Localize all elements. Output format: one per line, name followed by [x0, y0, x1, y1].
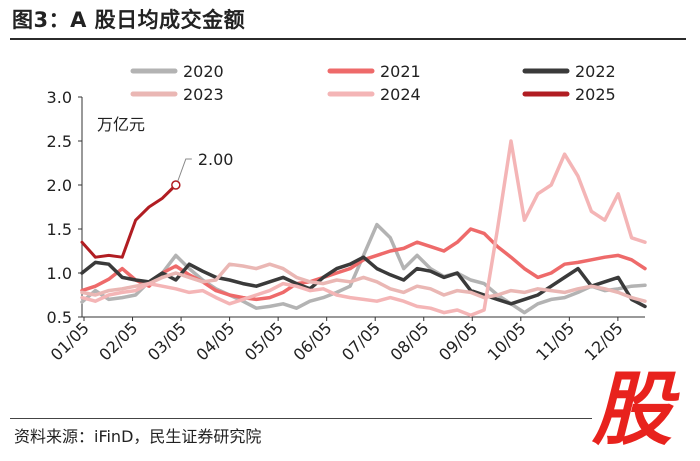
legend-label-2025: 2025: [575, 85, 616, 104]
x-tick-label: 10/05: [484, 318, 530, 364]
x-tick-label: 11/05: [532, 318, 578, 364]
x-tick-label: 12/05: [581, 318, 627, 364]
series-line-2023: [80, 262, 647, 303]
x-tick-label: 07/05: [338, 318, 384, 364]
title-divider: [10, 38, 686, 40]
legend-label-2024: 2024: [380, 85, 421, 104]
annotation-marker: [171, 180, 181, 190]
y-tick-label: 1.5: [47, 220, 72, 239]
series-line-2020: [80, 222, 647, 315]
x-tick-label: 08/05: [387, 318, 433, 364]
series-line-2025: [80, 183, 178, 259]
source-note: 资料来源：iFinD，民生证券研究院: [14, 427, 262, 446]
x-tick-label: 06/05: [289, 318, 335, 364]
series-layer: [80, 139, 647, 317]
x-tick-label: 05/05: [241, 318, 287, 364]
y-tick-label: 1.0: [47, 264, 72, 283]
annotation-leader: [177, 158, 192, 182]
legend-label-2021: 2021: [380, 62, 421, 81]
y-tick-label: 0.5: [47, 308, 72, 327]
x-tick-label: 04/05: [192, 318, 238, 364]
x-axis: 01/05 02/05 03/05 04/05 05/05 06/05 07/05 08/05…: [47, 316, 645, 364]
legend-label-2023: 2023: [183, 85, 224, 104]
series-line-2024: [80, 139, 647, 317]
series-line-2022: [80, 255, 647, 309]
y-tick-label: 2.0: [47, 176, 72, 195]
annotation-label: 2.00: [198, 150, 234, 169]
footer-divider: [10, 418, 592, 419]
x-tick-label: 02/05: [95, 318, 141, 364]
legend-label-2022: 2022: [575, 62, 616, 81]
x-tick-label: 09/05: [435, 318, 481, 364]
legend-label-2020: 2020: [183, 62, 224, 81]
x-tick-label: 03/05: [144, 318, 190, 364]
y-axis: 3.0 2.5 2.0 1.5 1.0 0.5: [47, 88, 83, 327]
y-tick-label: 2.5: [47, 132, 72, 151]
y-axis-unit-label: 万亿元: [97, 115, 145, 134]
y-tick-label: 3.0: [47, 88, 72, 107]
brand-logo: 股: [592, 363, 672, 456]
series-line-2021: [80, 227, 647, 302]
legend: 2020 2021 2022 2023 2024 2025: [130, 62, 616, 104]
chart-title: 图3：A 股日均成交金额: [12, 8, 246, 32]
annotation-layer: 2.00: [171, 150, 234, 190]
